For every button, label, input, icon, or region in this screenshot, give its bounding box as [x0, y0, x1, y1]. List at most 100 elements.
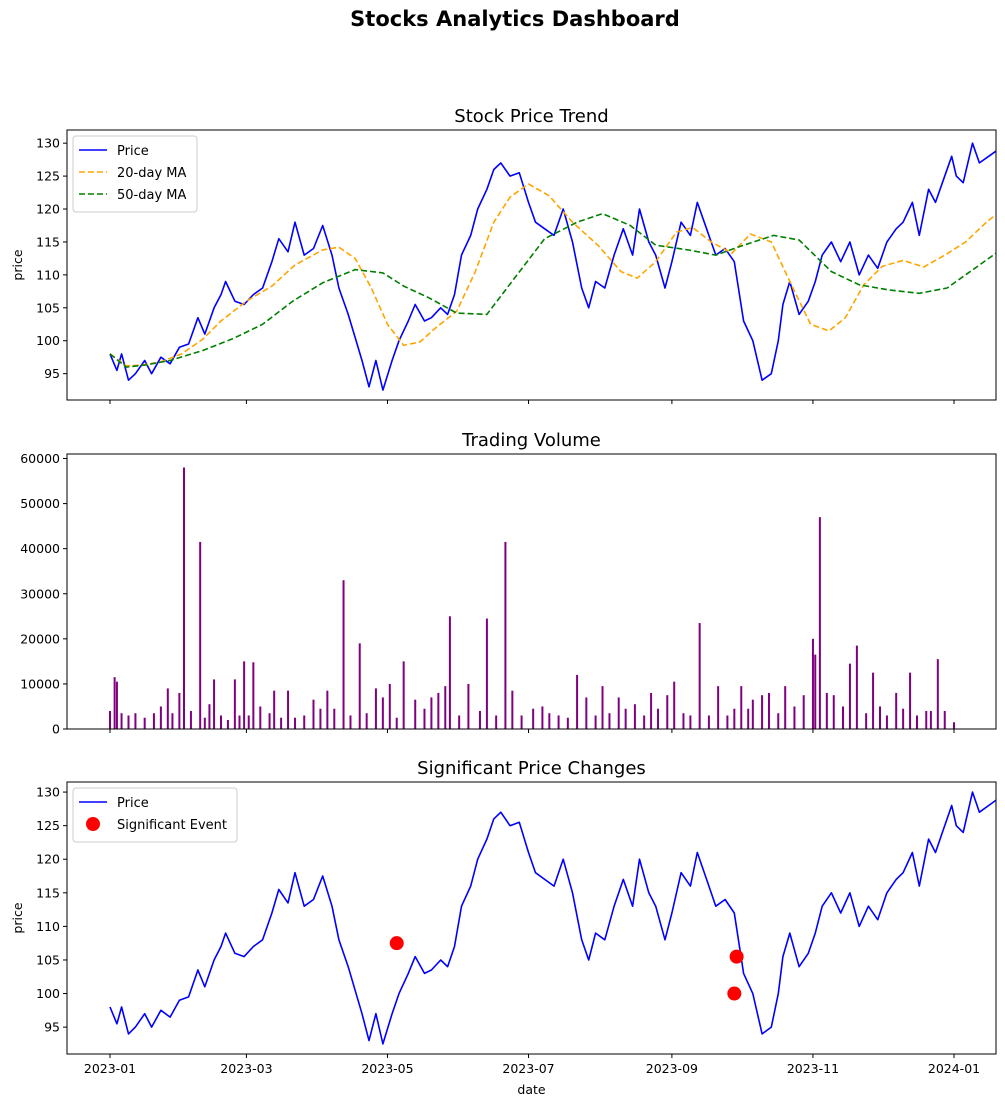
volume-bar: [740, 686, 743, 729]
x-tick-label: 2023-07: [502, 1061, 554, 1076]
volume-panel: Trading Volume 0 10000 20000 30000 40000 50000…: [20, 430, 997, 737]
axes-frame: [66, 453, 997, 730]
y-tick-label: 60000: [20, 451, 60, 466]
volume-bar: [127, 715, 130, 729]
volume-bar: [802, 695, 805, 729]
price-line: [109, 142, 996, 391]
volume-bar: [784, 686, 787, 729]
legend-label: Significant Event: [117, 818, 227, 833]
volume-bar: [601, 686, 604, 729]
volume-bar: [226, 719, 229, 729]
y-tick-label: 130: [36, 785, 60, 800]
dashboard-title: Stocks Analytics Dashboard: [350, 7, 680, 31]
volume-bar: [557, 715, 560, 729]
volume-bar: [909, 672, 912, 729]
volume-bar: [495, 715, 498, 729]
volume-bar: [293, 717, 296, 729]
volume-bar: [349, 715, 352, 729]
volume-bar: [437, 692, 440, 729]
x-tick-label: 2023-09: [646, 1061, 698, 1076]
y-tick-label: 105: [36, 300, 60, 315]
volume-bar: [717, 686, 720, 729]
plot-area: [109, 791, 996, 1045]
volume-bar: [319, 708, 322, 729]
volume-bar: [268, 713, 271, 729]
x-axis-label: date: [517, 1082, 545, 1097]
y-axis-label: price: [10, 902, 25, 933]
volume-bar: [395, 717, 398, 729]
x-tick-label: 2023-05: [361, 1061, 413, 1076]
volume-bar: [855, 645, 858, 729]
y-tick-label: 100: [36, 986, 60, 1001]
volume-bar: [657, 708, 660, 729]
volume-bar: [929, 710, 932, 729]
x-tick-label: 2023-01: [84, 1061, 136, 1076]
panel-title: Stock Price Trend: [454, 106, 608, 127]
volume-bar: [388, 683, 391, 729]
significant-event-marker: [727, 986, 742, 1001]
volume-bar: [312, 699, 315, 729]
volume-bar: [342, 580, 345, 729]
legend-box: [72, 135, 198, 213]
volume-bar: [273, 690, 276, 729]
volume-bar: [872, 672, 875, 729]
volume-bar: [381, 697, 384, 729]
volume-bar: [113, 677, 116, 729]
20-day-ma-line: [109, 183, 996, 367]
y-tick-label: 40000: [20, 541, 60, 556]
legend-marker: [86, 817, 100, 831]
volume-bar: [585, 697, 588, 729]
volume-bar: [666, 695, 669, 729]
volume-bar: [879, 706, 882, 729]
volume-bar: [233, 679, 236, 729]
legend-label: 20-day MA: [117, 166, 186, 181]
volume-bar: [280, 717, 283, 729]
volume-bar: [643, 715, 646, 729]
x-tick-label: 2024-01: [928, 1061, 980, 1076]
volume-bar: [541, 706, 544, 729]
volume-bar: [726, 715, 729, 729]
volume-bar: [467, 683, 470, 729]
volume-bar: [178, 692, 181, 729]
volume-bar: [259, 706, 262, 729]
volume-bar: [430, 697, 433, 729]
volume-bar: [902, 708, 905, 729]
volume-bar: [252, 662, 255, 729]
volume-bar: [287, 690, 290, 729]
volume-bar: [895, 692, 898, 729]
volume-bar: [650, 692, 653, 729]
volume-bar: [333, 708, 336, 729]
volume-bar: [943, 710, 946, 729]
volume-bar: [566, 717, 569, 729]
volume-bar: [707, 715, 710, 729]
volume-bar: [444, 686, 447, 729]
volume-bar: [865, 713, 868, 729]
price-line: [109, 791, 996, 1045]
volume-bar: [365, 713, 368, 729]
volume-bar: [594, 715, 597, 729]
volume-bar: [423, 708, 426, 729]
legend-label: 50-day MA: [117, 188, 186, 203]
volume-bar: [624, 708, 627, 729]
significant-changes-panel: Significant Price Changes price date 95 100 1…: [10, 758, 997, 1097]
axes-frame: [66, 129, 997, 401]
volume-bar: [673, 681, 676, 729]
volume-bar: [208, 704, 211, 729]
volume-bar: [925, 710, 928, 729]
volume-bar: [832, 695, 835, 729]
volume-bar: [152, 713, 155, 729]
volume-bar: [848, 663, 851, 729]
y-tick-label: 115: [36, 234, 60, 249]
volume-bar: [199, 541, 202, 729]
legend-box: [72, 787, 238, 843]
y-tick-label: 30000: [20, 586, 60, 601]
volume-bar: [109, 710, 111, 729]
legend-label: Price: [117, 144, 149, 159]
volume-bar: [485, 618, 488, 729]
volume-bar: [698, 623, 701, 729]
volume-bar: [358, 643, 361, 729]
volume-bar: [120, 713, 123, 729]
volume-bar: [682, 713, 685, 729]
y-tick-label: 130: [36, 136, 60, 151]
y-tick-label: 110: [36, 919, 60, 934]
